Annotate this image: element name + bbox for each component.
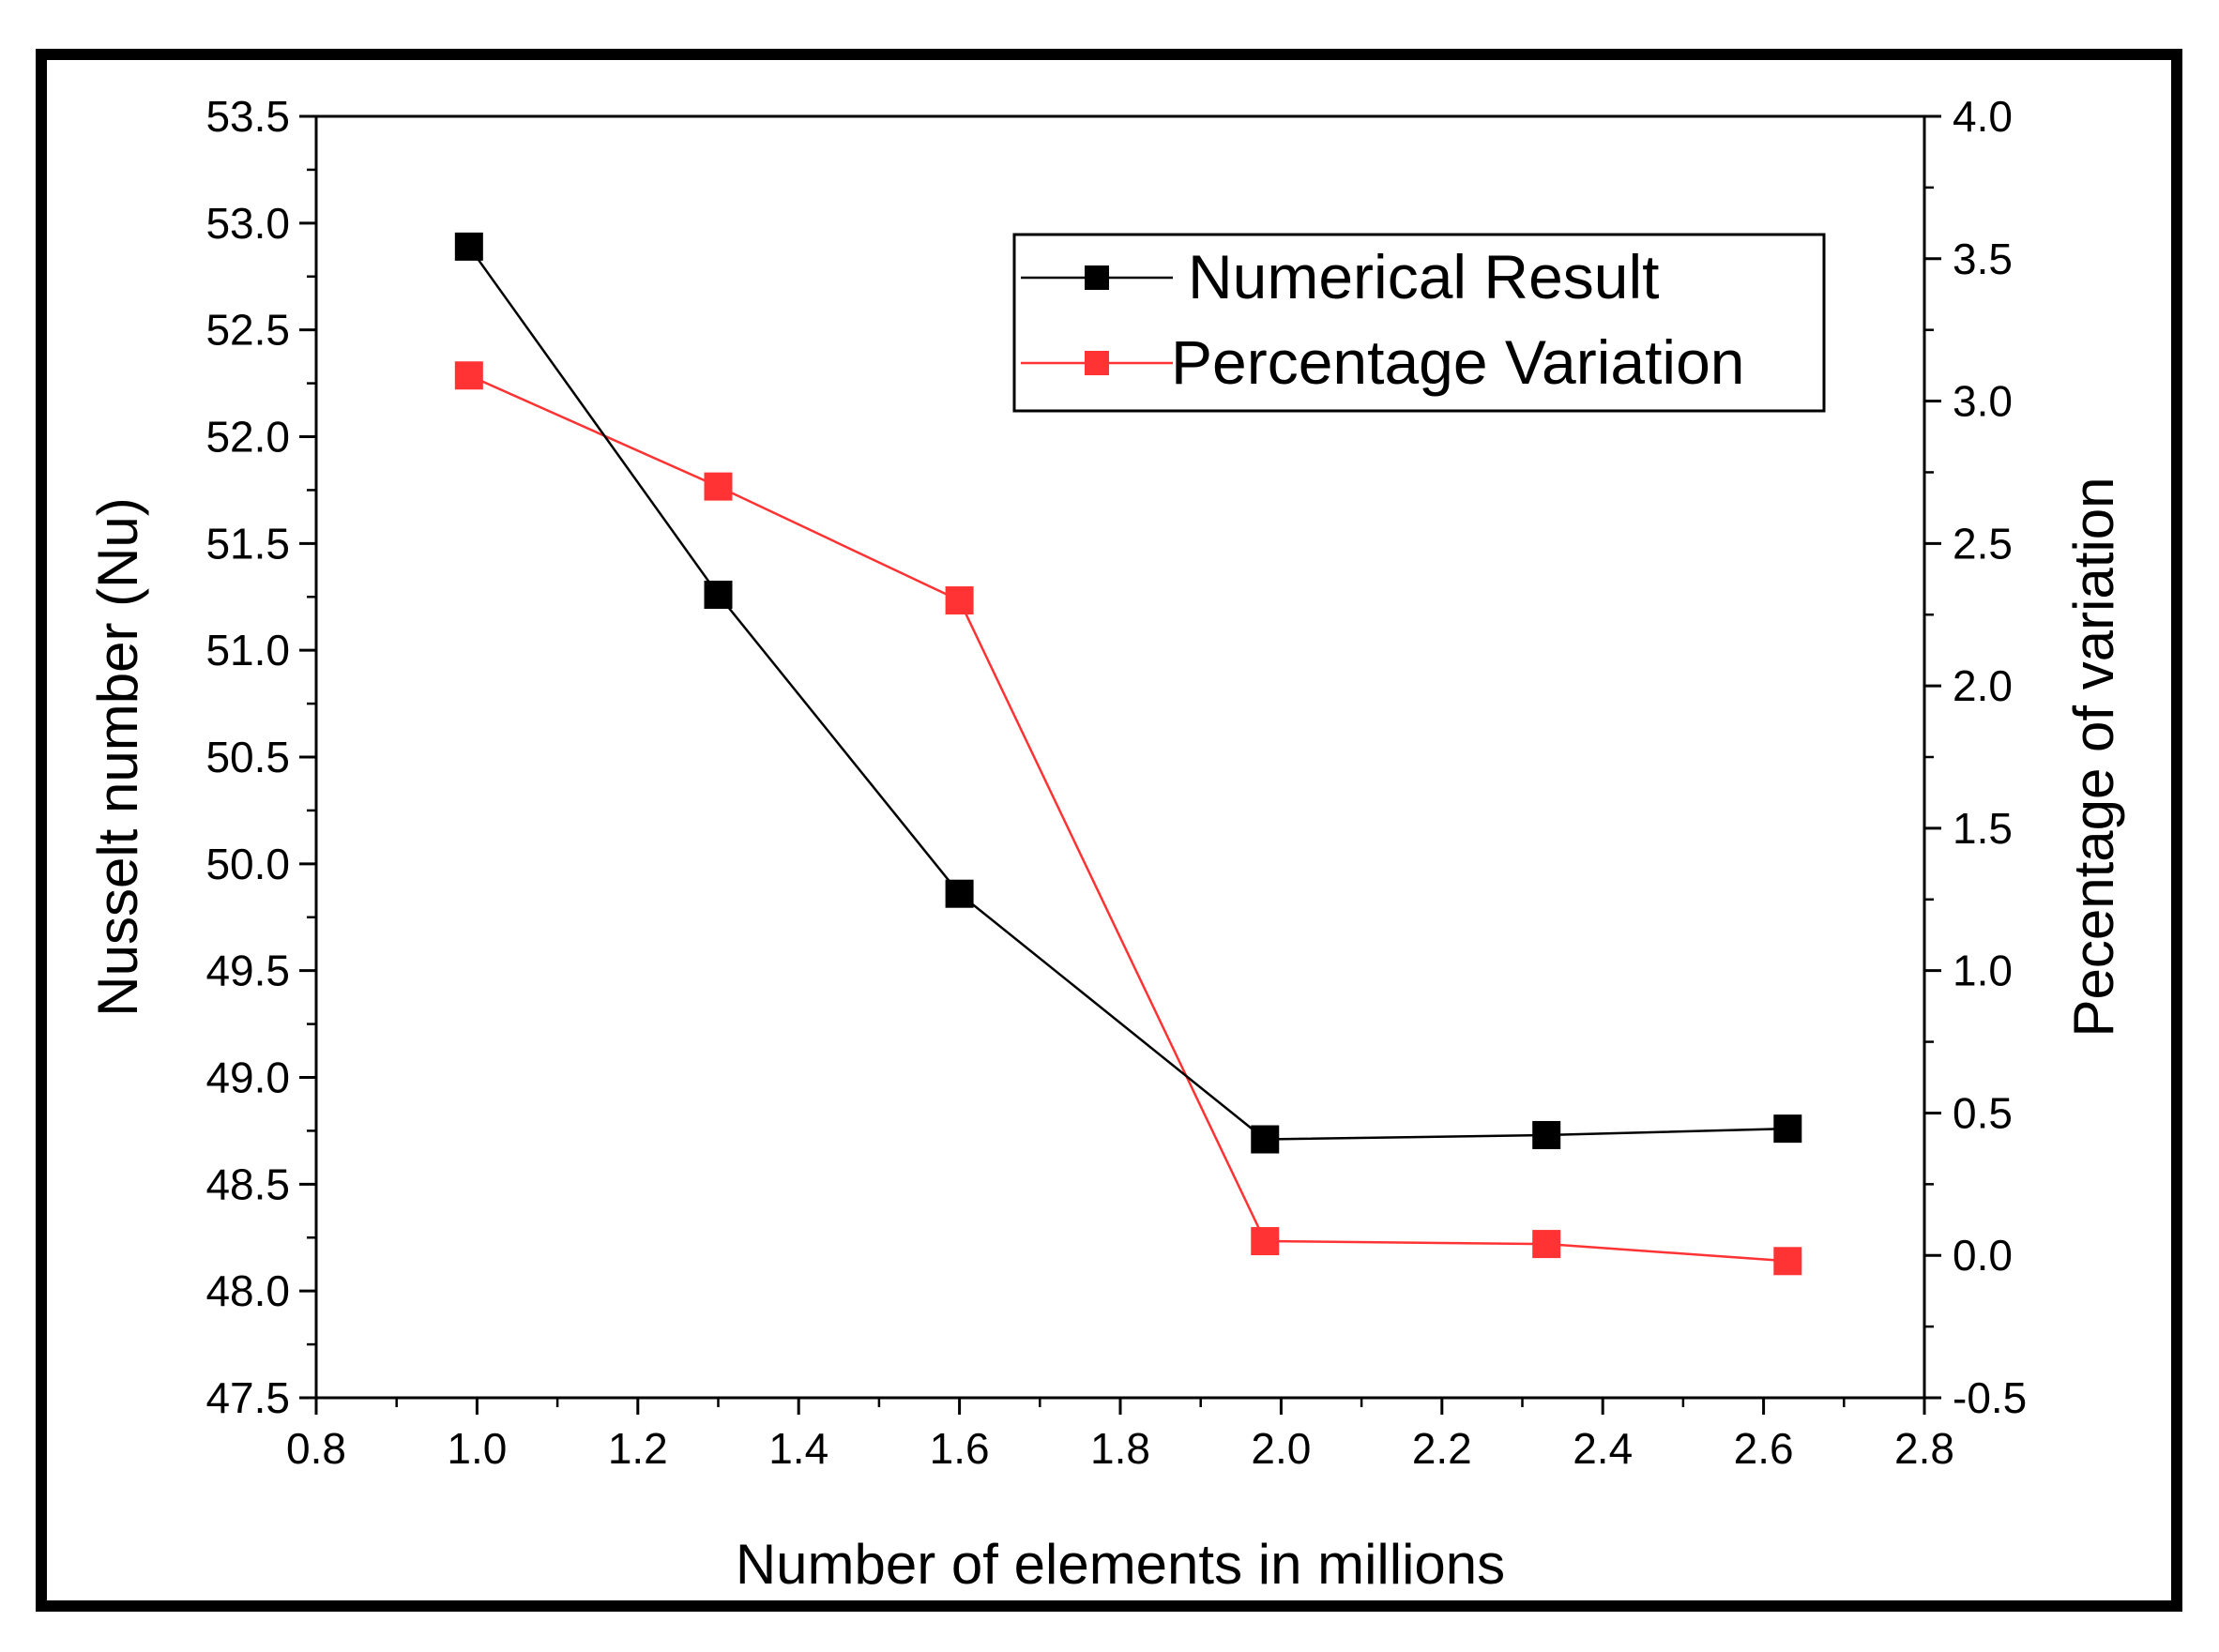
y-right-tick-label: 2.0 bbox=[1953, 661, 2013, 710]
legend-box bbox=[1012, 233, 1826, 413]
series-line-percentage-variation bbox=[468, 374, 1788, 1263]
data-point-numerical-result bbox=[1532, 1120, 1561, 1149]
x-tick-label: 1.0 bbox=[447, 1424, 507, 1473]
y-left-tick-label: 53.0 bbox=[205, 199, 290, 248]
y-right-tick-label: 3.5 bbox=[1953, 235, 2013, 283]
y-right-tick-label: 1.5 bbox=[1953, 804, 2013, 853]
data-point-numerical-result bbox=[945, 879, 974, 908]
y-right-axis-label: Pecentage of variation bbox=[2062, 477, 2125, 1037]
data-point-numerical-result bbox=[1251, 1125, 1280, 1154]
y-left-axis-label: Nusselt number (Nu) bbox=[86, 497, 149, 1017]
x-tick-label: 1.8 bbox=[1090, 1424, 1150, 1473]
x-axis: 0.8 1.0 1.2 1.4 1.6 1.8 2.0 2.2 2.4 2.6 2.8 bbox=[286, 1398, 1954, 1473]
y-left-tick-label: 52.5 bbox=[205, 306, 290, 355]
y-left-tick-label: 48.5 bbox=[205, 1159, 290, 1208]
y-left-tick-label: 48.0 bbox=[205, 1266, 290, 1315]
y-left-tick-label: 52.0 bbox=[205, 413, 290, 462]
y-right-tick-label: 0.0 bbox=[1953, 1231, 2013, 1280]
x-axis-label: Number of elements in millions bbox=[736, 1533, 1505, 1596]
data-point-numerical-result bbox=[454, 232, 483, 261]
x-tick-label: 2.6 bbox=[1734, 1424, 1794, 1473]
y-left-axis: 47.5 48.0 48.5 49.0 49.5 50.0 50.5 51.0 51.5 52.0… bbox=[205, 92, 316, 1422]
y-left-tick-label: 51.0 bbox=[205, 626, 290, 674]
data-point-numerical-result bbox=[704, 580, 733, 609]
x-tick-label: 2.0 bbox=[1251, 1424, 1311, 1473]
series-layer bbox=[454, 232, 1802, 1276]
y-left-tick-label: 47.5 bbox=[205, 1373, 290, 1422]
series-line-numerical-result bbox=[467, 246, 1788, 1141]
data-point-percentage-variation bbox=[1773, 1247, 1802, 1276]
legend: Numerical Result Percentage Variation bbox=[1012, 233, 1826, 413]
y-left-tick-label: 50.0 bbox=[205, 840, 290, 888]
legend-marker-numerical-result bbox=[1085, 265, 1109, 290]
y-right-tick-label: -0.5 bbox=[1953, 1373, 2027, 1422]
y-left-tick-label: 49.0 bbox=[205, 1053, 290, 1102]
x-tick-label: 1.2 bbox=[608, 1424, 668, 1473]
x-tick-label: 2.2 bbox=[1412, 1424, 1472, 1473]
data-point-percentage-variation bbox=[704, 472, 733, 501]
y-right-axis: -0.5 0.0 0.5 1.0 1.5 2.0 2.5 3.0 3.5 4.0 bbox=[1924, 92, 2027, 1422]
legend-marker-percentage-variation bbox=[1085, 351, 1109, 375]
x-tick-label: 1.6 bbox=[930, 1424, 990, 1473]
y-left-tick-label: 49.5 bbox=[205, 947, 290, 995]
data-point-percentage-variation bbox=[1251, 1227, 1280, 1256]
y-left-tick-label: 50.5 bbox=[205, 733, 290, 781]
y-right-tick-label: 4.0 bbox=[1953, 92, 2013, 141]
y-left-tick-label: 53.5 bbox=[205, 92, 290, 141]
data-point-percentage-variation bbox=[1532, 1230, 1561, 1259]
y-right-tick-label: 1.0 bbox=[1953, 947, 2013, 995]
x-tick-label: 1.4 bbox=[768, 1424, 828, 1473]
y-right-tick-label: 0.5 bbox=[1953, 1088, 2013, 1137]
x-tick-label: 2.8 bbox=[1894, 1424, 1954, 1473]
legend-label-percentage-variation: Percentage Variation bbox=[1171, 327, 1745, 397]
x-tick-label: 0.8 bbox=[286, 1424, 346, 1473]
data-point-numerical-result bbox=[1773, 1114, 1802, 1144]
legend-label-numerical-result: Numerical Result bbox=[1188, 242, 1659, 311]
data-point-percentage-variation bbox=[454, 361, 483, 390]
y-left-tick-label: 51.5 bbox=[205, 519, 290, 568]
data-point-percentage-variation bbox=[945, 586, 974, 615]
y-right-tick-label: 3.0 bbox=[1953, 377, 2013, 426]
y-right-tick-label: 2.5 bbox=[1953, 519, 2013, 568]
x-tick-label: 2.4 bbox=[1573, 1424, 1633, 1473]
